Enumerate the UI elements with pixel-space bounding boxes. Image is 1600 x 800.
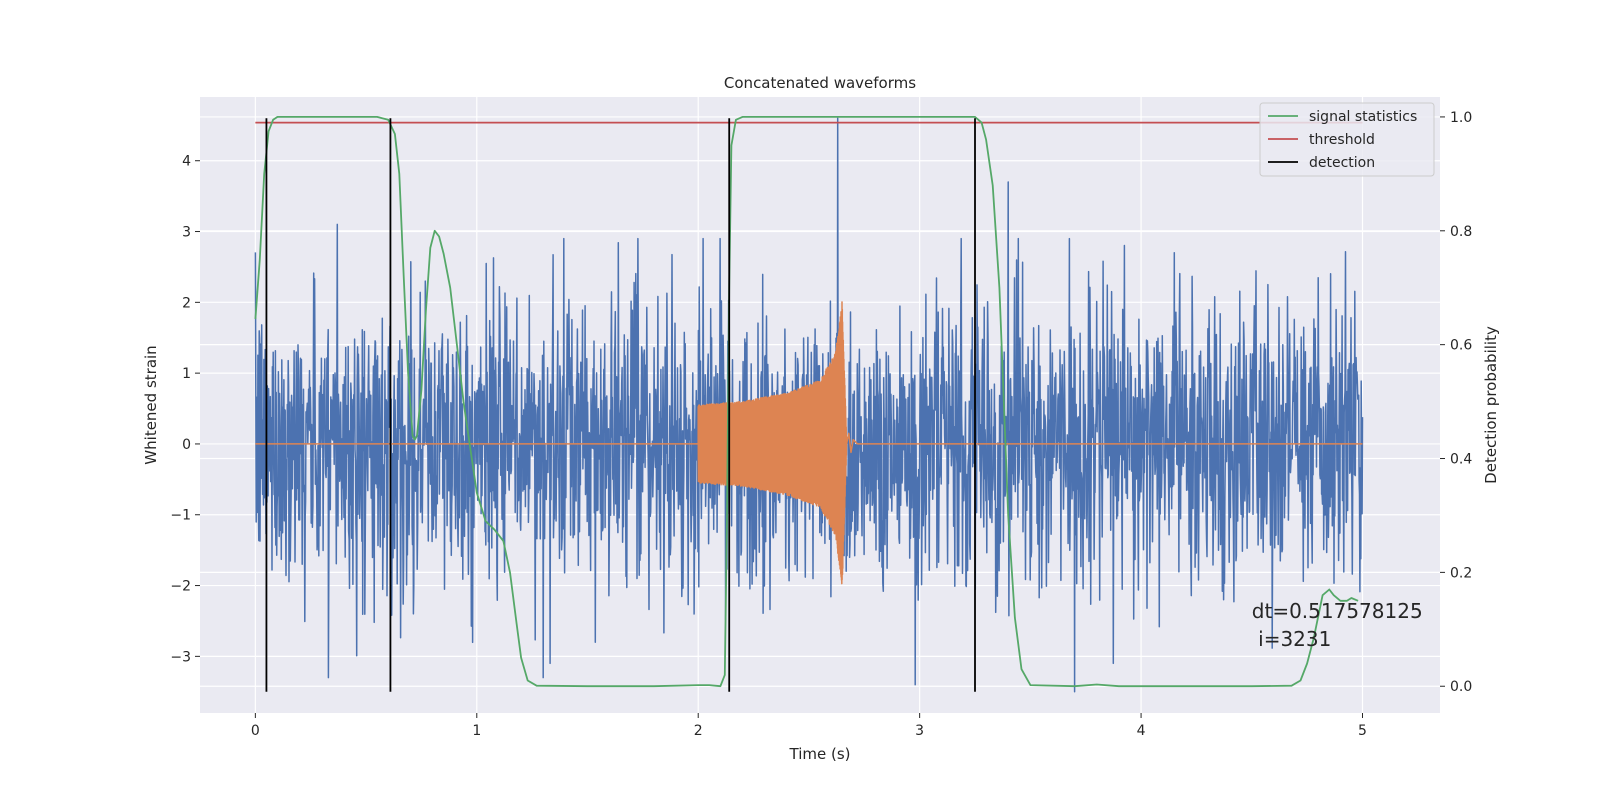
- legend-label-threshold: threshold: [1309, 132, 1375, 148]
- template-line: [255, 301, 1363, 585]
- y-tick-label: 2: [182, 295, 191, 311]
- signal-statistics-line: [254, 116, 1359, 688]
- y-right-tick-label: 0.8: [1450, 224, 1472, 240]
- y-tick-label: 3: [182, 225, 191, 241]
- x-tick-label: 1: [472, 723, 481, 739]
- x-tick-label: 2: [694, 723, 703, 739]
- template-series: [255, 301, 1363, 585]
- annotation: dt=0.517578125 i=3231: [1252, 599, 1423, 651]
- y-tick-label: 1: [182, 366, 191, 382]
- y-right-tick-label: 0.0: [1450, 679, 1472, 695]
- y-tick-label: −3: [170, 649, 191, 665]
- y-tick-label: 4: [182, 154, 191, 170]
- legend-box: [1259, 102, 1435, 177]
- detection-series: [265, 118, 976, 692]
- y-right-axis-title: Detection probability: [1482, 326, 1500, 484]
- legend: signal statistics threshold detection: [1259, 102, 1435, 177]
- x-tick-label: 3: [915, 723, 924, 739]
- x-tick-label: 5: [1358, 723, 1367, 739]
- y-tick-label: −1: [170, 508, 191, 524]
- chart-title: Concatenated waveforms: [724, 74, 916, 92]
- x-tick-label: 0: [251, 723, 260, 739]
- y-right-tick-label: 1.0: [1450, 110, 1472, 126]
- y-tick-label: 0: [182, 437, 191, 453]
- y-right-tick-label: 0.2: [1450, 565, 1472, 581]
- legend-label-signal-statistics: signal statistics: [1309, 109, 1417, 125]
- annotation-index: i=3231: [1252, 627, 1332, 651]
- y-tick-label: −2: [170, 579, 191, 595]
- x-tick-label: 4: [1137, 723, 1146, 739]
- x-axis-title: Time (s): [789, 745, 851, 763]
- y-right-tick-label: 0.6: [1450, 338, 1472, 354]
- y-right-tick-label: 0.4: [1450, 452, 1472, 468]
- signal-statistics-series: [254, 116, 1359, 688]
- y-axis-title: Whitened strain: [142, 345, 160, 464]
- ticks: 0 1 2 3 4 5 −3 −2 −1 0 1 2 3 4 0.0 0.2 0.4 0.6 0.8 1.0: [170, 110, 1472, 739]
- annotation-dt: dt=0.517578125: [1252, 599, 1423, 623]
- legend-label-detection: detection: [1309, 155, 1375, 171]
